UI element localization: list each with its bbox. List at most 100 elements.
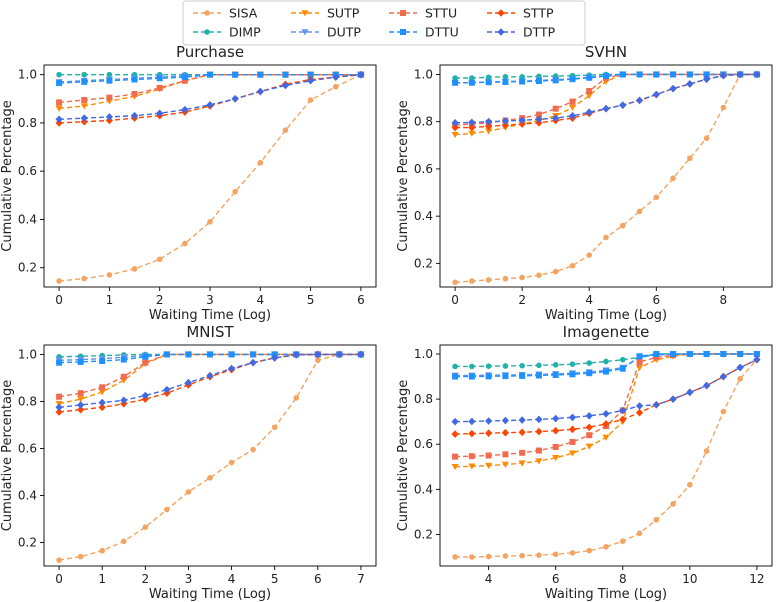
- point-dttu: [485, 79, 492, 86]
- legend-marker-sutp: [301, 10, 309, 17]
- point-sttu: [99, 384, 106, 391]
- legend-marker-dttu: [400, 29, 406, 35]
- point-sttu: [552, 443, 559, 450]
- point-sisa: [293, 395, 300, 401]
- chart-title-purchase: Purchase: [176, 43, 244, 61]
- x-tick-label: 5: [271, 572, 279, 586]
- point-dttu: [686, 71, 693, 78]
- point-sisa: [207, 219, 213, 225]
- point-sutp: [485, 462, 493, 470]
- point-dttp: [231, 94, 239, 103]
- point-sttp: [535, 427, 543, 436]
- point-sutp: [552, 454, 560, 462]
- point-sisa: [232, 188, 238, 195]
- point-dttp: [501, 117, 509, 125]
- point-dttp: [736, 363, 744, 372]
- point-sisa: [603, 544, 609, 550]
- point-dttp: [736, 70, 744, 79]
- point-sttp: [468, 123, 476, 132]
- point-sisa: [271, 424, 278, 431]
- legend-label-dttu: DTTU: [425, 25, 459, 40]
- point-dttp: [602, 104, 610, 113]
- legend-marker-dttp: [497, 28, 505, 36]
- x-tick-label: 3: [185, 572, 193, 586]
- point-dttu: [163, 351, 170, 358]
- legend-marker-dutp: [301, 29, 309, 36]
- point-sisa: [106, 272, 113, 278]
- point-dttp: [335, 350, 343, 359]
- point-dttp: [256, 87, 264, 96]
- point-sisa: [703, 135, 710, 142]
- point-sisa: [156, 256, 163, 263]
- x-tick-label: 0: [55, 572, 63, 586]
- y-axis-label-mnist: Cumulative Percentage: [0, 380, 15, 531]
- point-dttp: [686, 80, 694, 88]
- point-dttu: [703, 351, 710, 358]
- point-sutp: [535, 458, 543, 465]
- point-sisa: [536, 552, 542, 558]
- axes-frame-svhn: [439, 64, 773, 288]
- point-dttp: [332, 73, 340, 81]
- point-dttu: [636, 353, 643, 360]
- point-dttp: [669, 395, 677, 403]
- series-sisa: [452, 71, 760, 286]
- point-dttp: [719, 71, 727, 80]
- point-dttp: [568, 111, 577, 120]
- point-dttu: [569, 76, 576, 83]
- point-sttp: [635, 408, 644, 417]
- x-axis-label-purchase: Waiting Time (Log): [149, 308, 271, 323]
- point-dttp: [552, 114, 560, 122]
- point-sisa: [164, 506, 170, 513]
- point-sisa: [636, 530, 643, 537]
- line-sttu: [59, 73, 361, 104]
- point-sttu: [586, 87, 593, 94]
- y-tick-label: 0.4: [18, 212, 37, 226]
- point-sisa: [720, 104, 727, 111]
- point-dttu: [131, 76, 138, 83]
- point-dttu: [120, 356, 127, 363]
- point-dttp: [652, 400, 660, 409]
- x-tick-label: 7: [357, 572, 365, 586]
- point-dttp: [130, 111, 139, 120]
- point-dimp: [536, 362, 542, 369]
- series-sisa: [56, 351, 364, 563]
- legend-marker-sttu: [400, 10, 406, 16]
- point-dttp: [451, 417, 459, 426]
- point-dttp: [249, 358, 257, 367]
- point-sttu: [636, 358, 643, 365]
- point-dttu: [619, 365, 626, 372]
- point-sisa: [653, 516, 660, 523]
- point-sttu: [131, 90, 138, 97]
- point-dttu: [720, 351, 727, 358]
- point-dimp: [502, 363, 509, 369]
- x-tick-label: 3: [206, 293, 214, 307]
- point-sttp: [602, 420, 610, 428]
- point-dttu: [99, 357, 106, 364]
- point-dttp: [281, 81, 290, 90]
- point-sisa: [282, 127, 289, 133]
- x-tick-label: 1: [106, 293, 114, 307]
- point-dttp: [307, 76, 315, 85]
- point-sisa: [569, 262, 576, 269]
- point-dimp: [619, 356, 626, 363]
- point-dttp: [652, 90, 660, 99]
- point-dttp: [518, 116, 526, 125]
- point-dttp: [163, 385, 171, 394]
- chart-title-mnist: MNIST: [186, 323, 234, 341]
- point-dttu: [228, 351, 235, 358]
- point-dttu: [653, 71, 660, 78]
- x-tick-label: 4: [256, 293, 264, 307]
- point-sttu: [519, 449, 526, 456]
- point-dttp: [314, 350, 322, 359]
- point-dimp: [603, 358, 609, 365]
- point-sttu: [569, 98, 576, 105]
- point-sisa: [182, 240, 188, 247]
- point-sttu: [653, 354, 660, 361]
- point-dttu: [81, 78, 88, 85]
- point-dttp: [485, 117, 493, 126]
- point-dttp: [80, 114, 88, 122]
- legend-entry-sttu: STTU: [389, 6, 457, 21]
- point-sttp: [501, 121, 509, 130]
- x-tick-label: 2: [156, 293, 164, 307]
- point-dttu: [586, 74, 593, 81]
